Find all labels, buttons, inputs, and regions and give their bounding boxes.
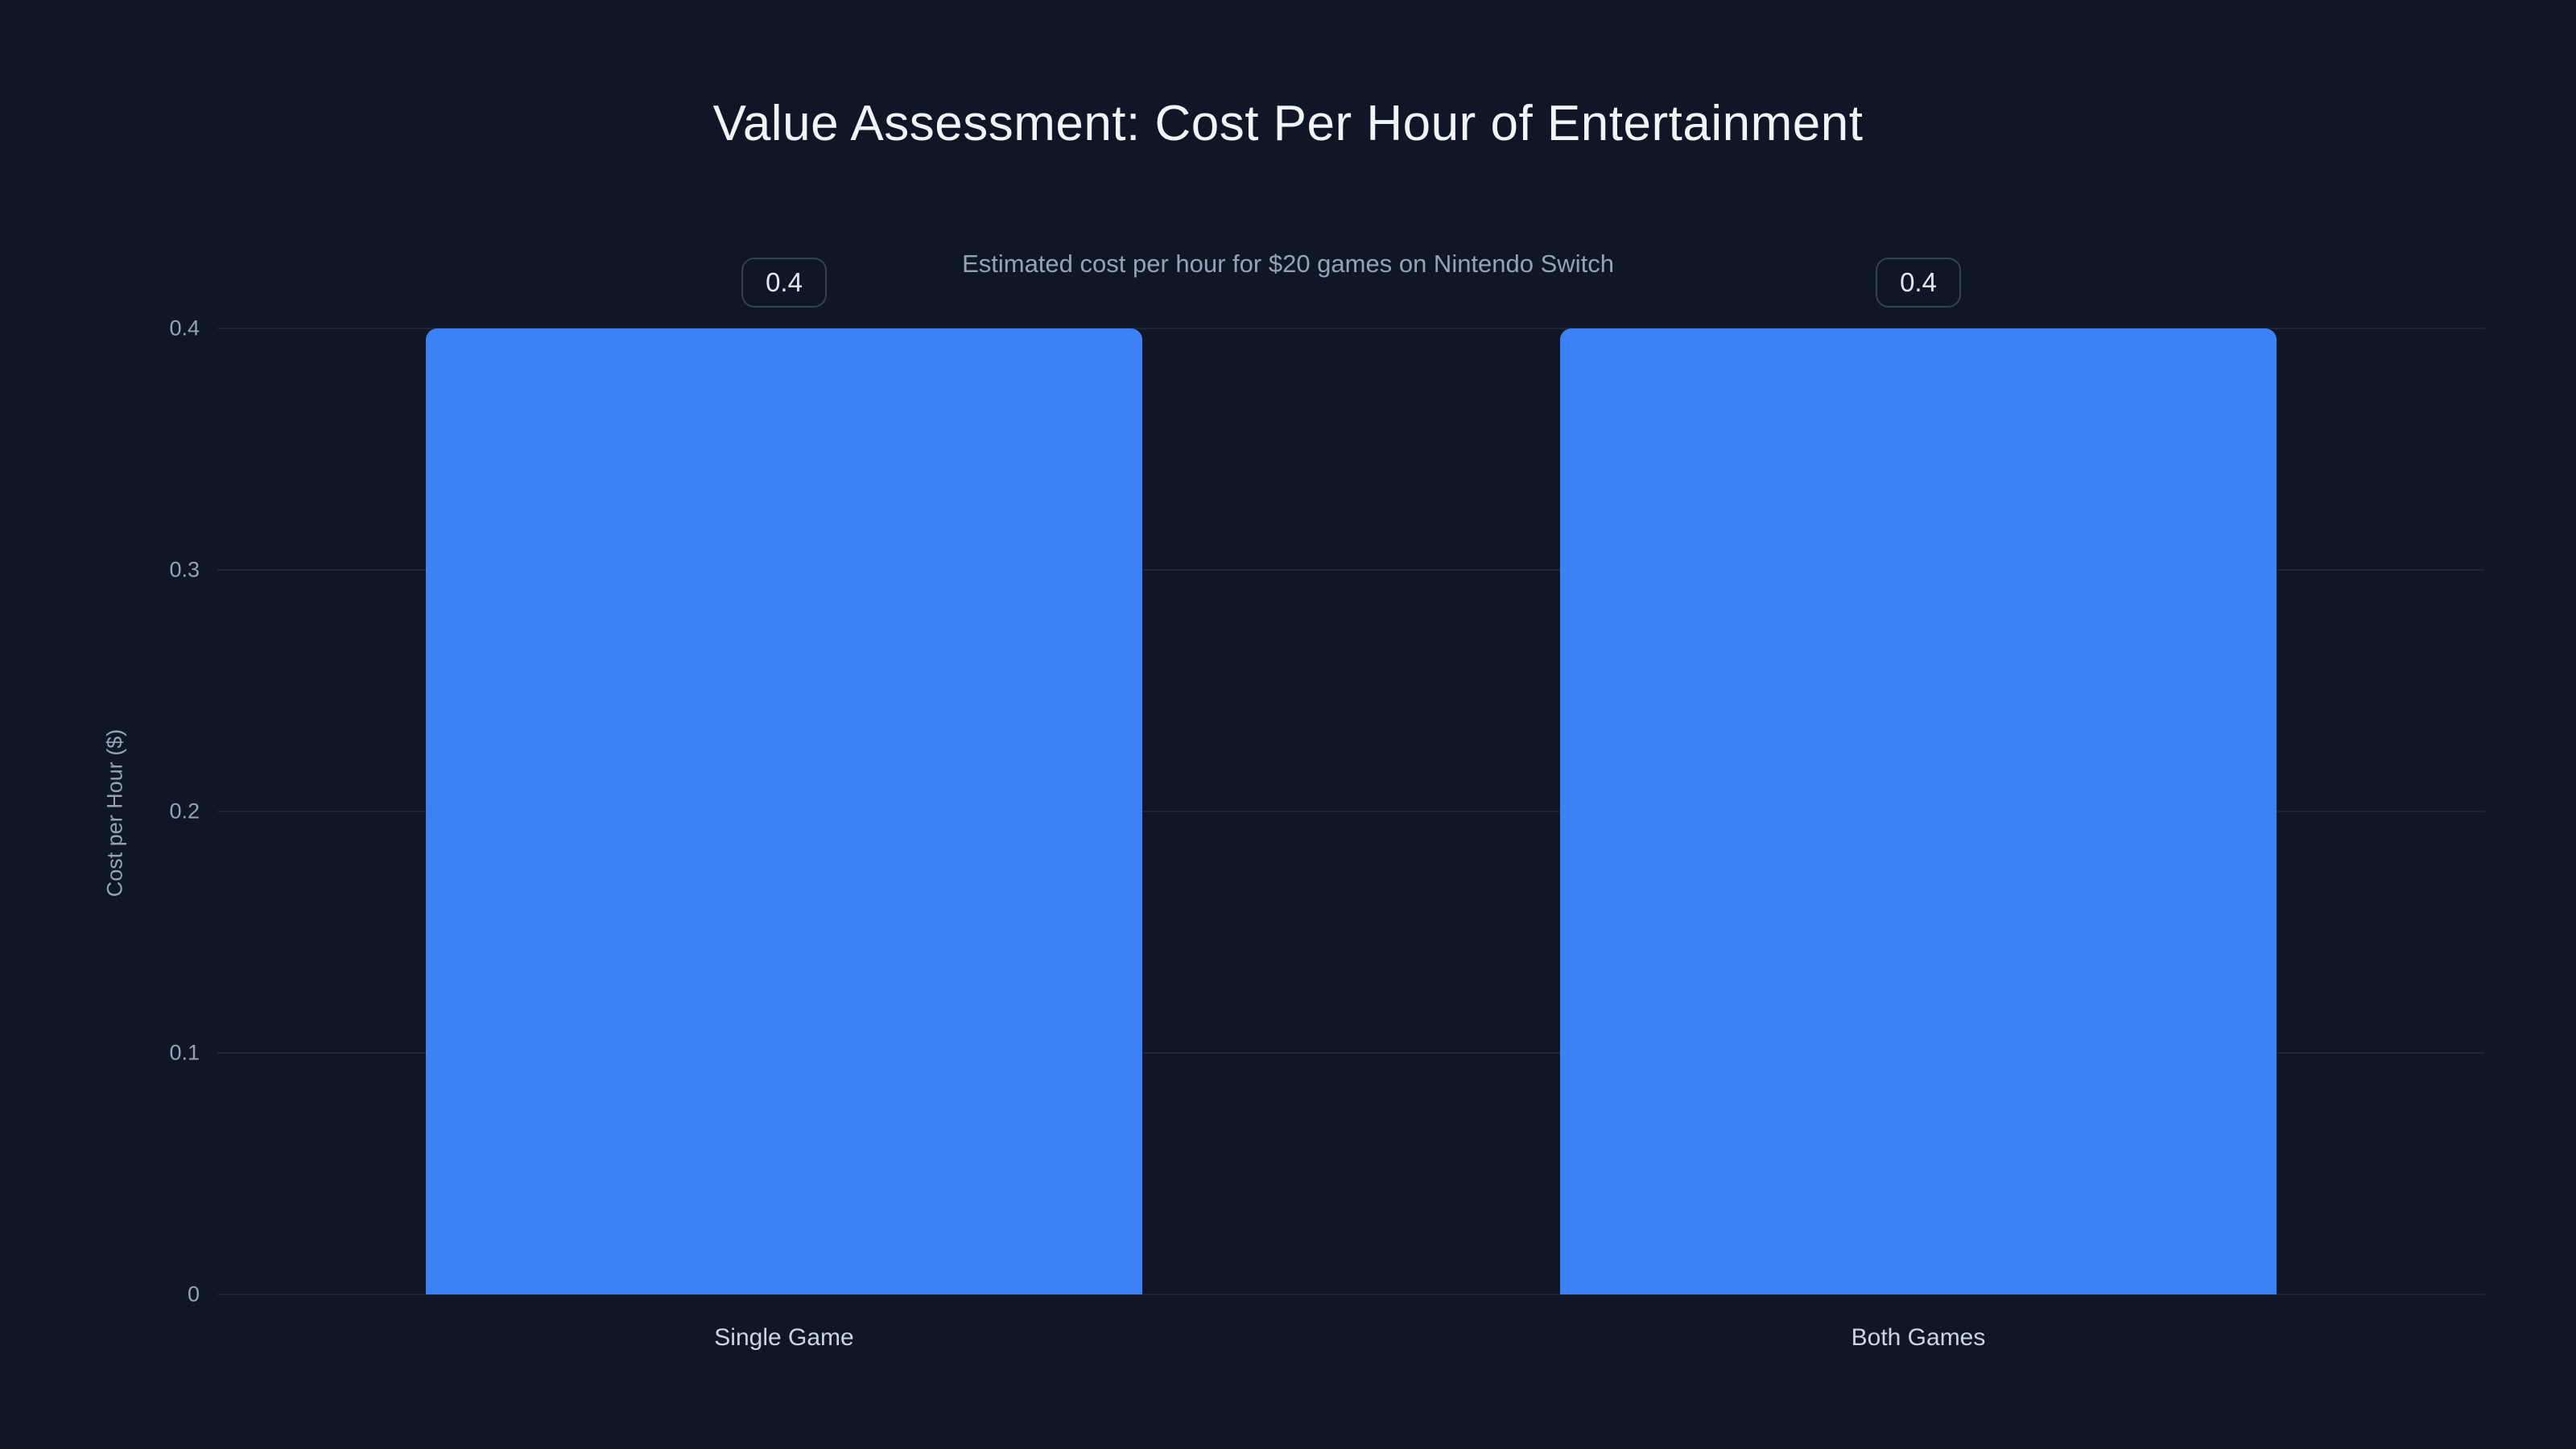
value-label: 0.4 xyxy=(741,258,827,308)
gridline xyxy=(217,328,2485,329)
y-axis-title: Cost per Hour ($) xyxy=(102,729,127,898)
gridline xyxy=(217,569,2485,571)
value-label: 0.4 xyxy=(1876,258,1961,308)
gridline xyxy=(217,1294,2485,1295)
category-label: Single Game xyxy=(714,1324,854,1351)
category-label: Both Games xyxy=(1851,1324,1986,1351)
bar xyxy=(426,328,1142,1294)
bar xyxy=(1560,328,2277,1294)
y-tick-label: 0.4 xyxy=(169,316,200,341)
y-tick-label: 0.3 xyxy=(169,557,200,582)
gridline xyxy=(217,1052,2485,1054)
gridline xyxy=(217,811,2485,812)
chart-subtitle: Estimated cost per hour for $20 games on… xyxy=(962,250,1614,278)
y-tick-label: 0 xyxy=(187,1282,200,1307)
y-tick-label: 0.2 xyxy=(169,799,200,824)
y-tick-label: 0.1 xyxy=(169,1040,200,1065)
chart-title: Value Assessment: Cost Per Hour of Enter… xyxy=(712,96,1864,151)
